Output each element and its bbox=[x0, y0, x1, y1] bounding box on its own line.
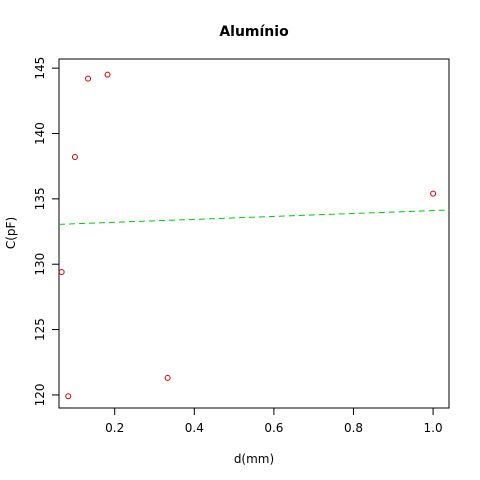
data-point bbox=[59, 270, 64, 275]
data-point bbox=[431, 191, 436, 196]
y-tick-label: 140 bbox=[33, 122, 47, 145]
y-tick-label: 145 bbox=[33, 57, 47, 80]
y-tick-label: 135 bbox=[33, 187, 47, 210]
fit-line bbox=[59, 210, 449, 224]
x-axis: 0.2 0.4 0.6 0.8 1.0 bbox=[105, 408, 442, 435]
data-point bbox=[165, 375, 170, 380]
x-tick-label: 0.8 bbox=[344, 421, 363, 435]
x-tick-label: 0.4 bbox=[185, 421, 204, 435]
y-tick-label: 120 bbox=[33, 383, 47, 406]
y-axis-label: C(pF) bbox=[4, 217, 18, 249]
x-tick-label: 1.0 bbox=[424, 421, 443, 435]
data-point bbox=[86, 76, 91, 81]
y-tick-label: 125 bbox=[33, 318, 47, 341]
series-layer bbox=[59, 72, 449, 399]
x-tick-label: 0.2 bbox=[105, 421, 124, 435]
data-point bbox=[66, 394, 71, 399]
data-point bbox=[105, 72, 110, 77]
plot-frame bbox=[59, 59, 449, 408]
y-tick-label: 130 bbox=[33, 253, 47, 276]
chart-title: Alumínio bbox=[219, 24, 289, 40]
x-tick-label: 0.6 bbox=[264, 421, 283, 435]
data-point bbox=[72, 155, 77, 160]
y-axis: 120 125 130 135 140 145 bbox=[33, 57, 59, 407]
x-axis-label: d(mm) bbox=[234, 452, 274, 466]
